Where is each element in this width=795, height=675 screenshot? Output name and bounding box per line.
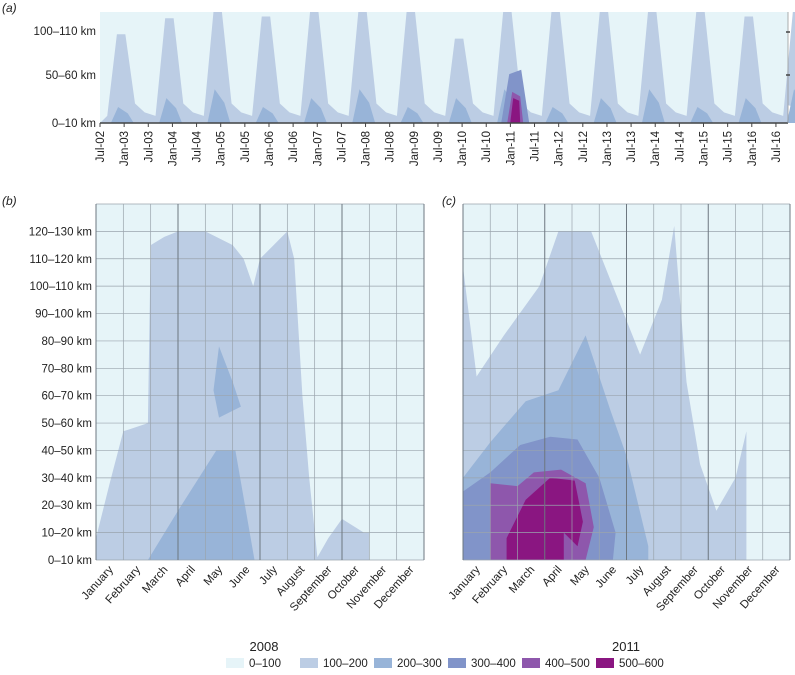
a-band-200-300 xyxy=(545,107,569,123)
a-xtick-label: Jan-12 xyxy=(554,131,566,166)
legend-swatch xyxy=(300,658,318,668)
ytick-label: 0–10 km xyxy=(48,555,92,567)
a-xtick-label: Jul-04 xyxy=(192,130,204,162)
legend-label: 500–600 xyxy=(619,658,664,670)
a-xtick-label: Jan-15 xyxy=(699,131,711,166)
a-band-200-300 xyxy=(303,98,327,123)
a-band-200-300 xyxy=(110,107,134,123)
panel-b-label: (b) xyxy=(2,194,17,208)
a-band-200-300 xyxy=(352,89,376,123)
a-xtick-label: Jan-08 xyxy=(361,131,373,166)
xtick-label: July xyxy=(624,564,647,587)
a-xtick-label: Jul-16 xyxy=(771,131,783,162)
a-xtick-label: Jul-06 xyxy=(288,131,300,162)
a-xtick-label: Jul-03 xyxy=(143,131,155,162)
ytick-label: 20–30 km xyxy=(41,500,92,512)
a-xtick-label: Jul-02 xyxy=(95,131,107,162)
a-band-200-300 xyxy=(690,107,714,123)
ytick-label: 90–100 km xyxy=(35,309,92,321)
a-ytick: 0–10 km xyxy=(52,118,96,130)
a-xtick-label: Jul-14 xyxy=(674,130,686,162)
legend-label: 300–400 xyxy=(471,658,516,670)
a-band-200-300 xyxy=(400,107,424,123)
panel-a-plot xyxy=(100,12,795,124)
a-xtick-label: Jan-05 xyxy=(216,131,228,166)
ytick-label: 100–110 km xyxy=(30,281,92,293)
a-xtick-label: Jul-13 xyxy=(626,131,638,162)
a-ytick: 100–110 km xyxy=(34,26,96,38)
legend-label: 400–500 xyxy=(545,658,590,670)
a-band-100-200 xyxy=(100,12,795,123)
legend-swatch xyxy=(448,658,466,668)
xtick-label: May xyxy=(202,564,226,588)
ytick-label: 60–70 km xyxy=(41,391,92,403)
a-xtick-label: Jan-11 xyxy=(505,131,517,165)
a-xtick-label: Jan-16 xyxy=(747,131,759,166)
legend-label: 200–300 xyxy=(397,658,442,670)
panel-a-background xyxy=(100,12,788,124)
a-xtick-label: Jul-09 xyxy=(433,131,445,162)
legend-label: 100–200 xyxy=(323,658,368,670)
xtick-label: May xyxy=(568,564,592,588)
a-xtick-label: Jul-12 xyxy=(578,131,590,162)
a-xtick-label: Jan-10 xyxy=(457,131,469,166)
a-band-200-300 xyxy=(738,98,762,123)
a-band-200-300 xyxy=(593,98,617,123)
panel-c-year: 2011 xyxy=(612,639,640,654)
a-ytick: 50–60 km xyxy=(45,70,96,82)
legend-swatch xyxy=(226,658,244,668)
a-band-200-300 xyxy=(207,89,231,123)
legend: 0–100 100–200 200–300 300–400 400–500 500–600 xyxy=(226,658,664,670)
panel-c-label: (c) xyxy=(442,194,456,208)
a-band-500-600 xyxy=(510,98,521,123)
ytick-label: 50–60 km xyxy=(41,418,92,430)
a-xtick-label: Jul-10 xyxy=(481,131,493,162)
band-200-300 xyxy=(213,346,241,418)
ytick-label: 40–50 km xyxy=(41,446,92,458)
panel-b-year: 2008 xyxy=(250,639,279,654)
a-xtick-label: Jul-15 xyxy=(723,131,735,162)
legend-label: 0–100 xyxy=(249,658,281,670)
a-band-200-300 xyxy=(448,98,472,123)
panel-c-plot xyxy=(462,203,791,561)
a-band-200-300 xyxy=(641,89,665,123)
xtick-label: April xyxy=(540,564,564,589)
a-xtick-label: Jan-14 xyxy=(650,130,662,166)
ytick-label: 80–90 km xyxy=(41,336,92,348)
a-xtick-label: Jan-07 xyxy=(312,131,324,166)
a-xtick-label: Jan-04 xyxy=(167,130,179,166)
xtick-label: June xyxy=(227,564,253,591)
ytick-label: 10–20 km xyxy=(41,528,92,540)
xtick-label: July xyxy=(257,564,280,587)
ytick-label: 110–120 km xyxy=(30,254,92,266)
a-xtick-label: Jul-07 xyxy=(336,131,348,162)
xtick-label: June xyxy=(594,564,620,591)
ytick-label: 30–40 km xyxy=(41,473,92,485)
xtick-label: April xyxy=(174,564,198,589)
a-xtick-label: Jul-08 xyxy=(385,131,397,162)
a-band-200-300 xyxy=(255,107,279,123)
a-xtick-label: Jan-03 xyxy=(119,131,131,166)
a-xtick-label: Jan-09 xyxy=(409,131,421,166)
a-band-200-300 xyxy=(786,89,795,123)
legend-swatch xyxy=(374,658,392,668)
legend-swatch xyxy=(596,658,614,668)
panel-a-label: (a) xyxy=(2,1,17,15)
ytick-label: 120–130 km xyxy=(29,226,92,238)
panel-b-plot xyxy=(95,203,425,561)
a-band-200-300 xyxy=(159,98,183,123)
a-xtick-label: Jan-06 xyxy=(264,131,276,166)
legend-swatch xyxy=(522,658,540,668)
xtick-label: March xyxy=(140,564,170,596)
a-xtick-label: Jul-05 xyxy=(240,131,252,162)
ytick-label: 70–80 km xyxy=(41,363,92,375)
a-xtick-label: Jul-11 xyxy=(530,131,542,161)
a-xtick-label: Jan-13 xyxy=(602,131,614,166)
xtick-label: March xyxy=(507,564,537,596)
